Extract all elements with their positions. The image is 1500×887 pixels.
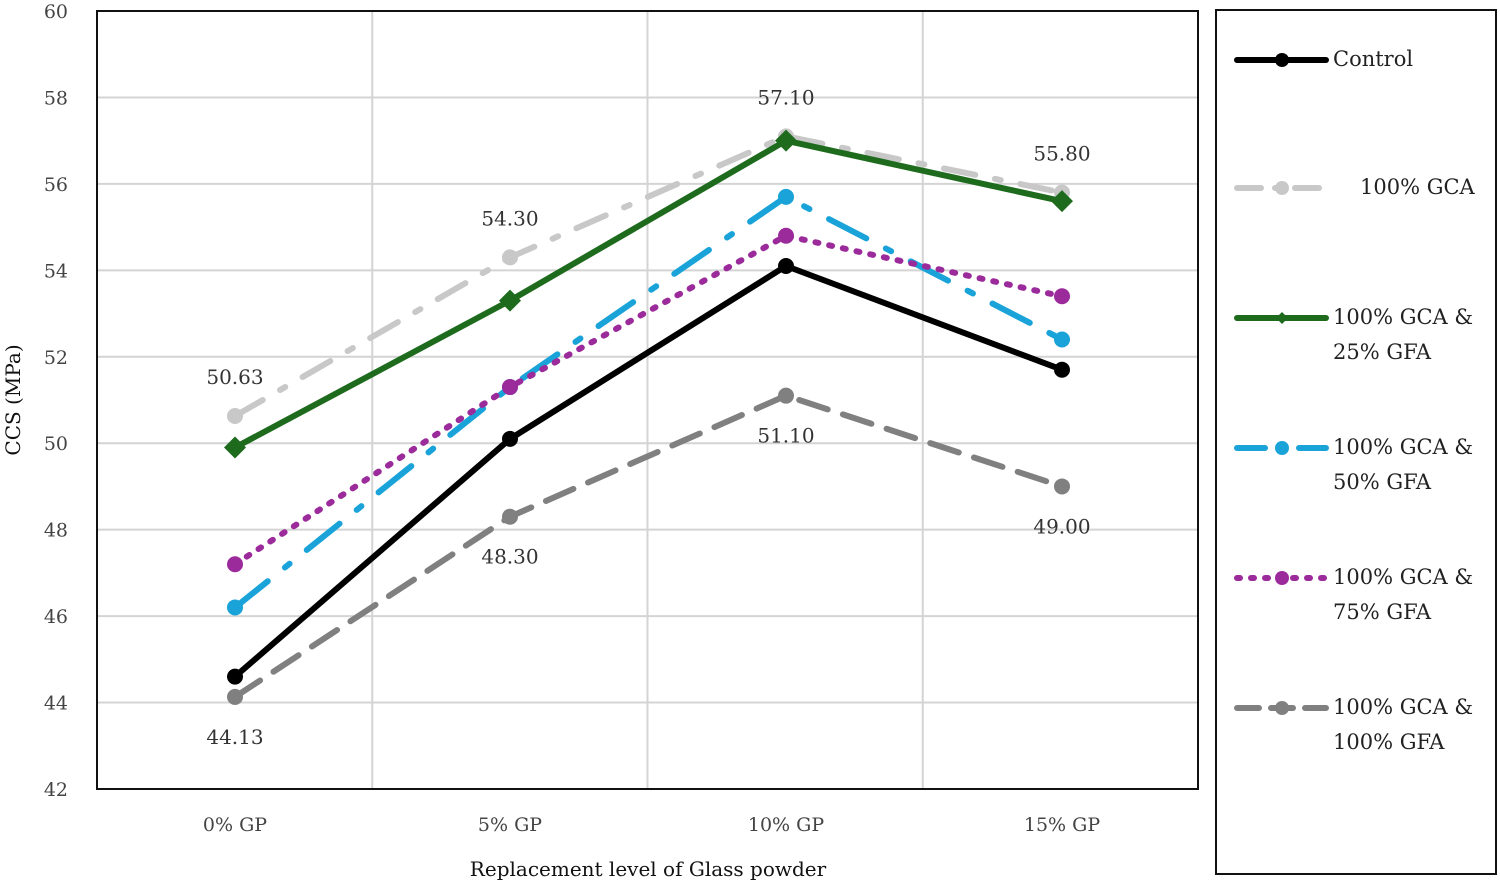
series-100-gca-25-gfa [224, 129, 1073, 459]
legend-label: 25% GFA [1333, 340, 1432, 364]
legend-item: 100% GCA & 25% GFA [1234, 305, 1473, 364]
legend-label: 100% GCA & [1333, 565, 1473, 589]
data-label: 54.30 [481, 206, 538, 230]
y-axis-title: CCS (MPa) [1, 344, 25, 455]
x-tick-label: 0% GP [203, 814, 267, 836]
y-tick-label: 48 [44, 520, 68, 542]
data-point [1054, 331, 1070, 348]
y-axis-ticks: 42 44 46 48 50 52 54 56 58 60 [44, 1, 68, 801]
x-tick-label: 15% GP [1024, 814, 1100, 836]
legend-marker [1276, 312, 1288, 324]
legend-marker [1275, 571, 1289, 585]
data-label: 55.80 [1033, 142, 1090, 166]
data-point [502, 379, 518, 396]
data-label: 44.13 [206, 725, 263, 749]
legend-item: 100% GCA & 75% GFA [1234, 565, 1473, 624]
y-tick-label: 60 [44, 1, 68, 23]
legend-marker [1275, 181, 1289, 195]
legend-label: 100% GCA & [1333, 695, 1473, 719]
legend-item: 100% GCA & 50% GFA [1234, 435, 1473, 494]
data-point [227, 599, 243, 616]
x-axis-ticks: 0% GP 5% GP 10% GP 15% GP [203, 814, 1100, 836]
data-point [227, 556, 243, 573]
data-point [499, 289, 521, 312]
data-labels: 50.63 54.30 57.10 55.80 44.13 48.30 51.10 49.00 [206, 85, 1090, 749]
data-point [1051, 190, 1073, 213]
data-point [224, 436, 246, 459]
data-point [778, 227, 794, 244]
x-tick-label: 5% GP [478, 814, 542, 836]
legend-marker [1275, 441, 1289, 455]
y-tick-label: 46 [44, 606, 68, 628]
data-point [227, 688, 243, 705]
data-point [502, 249, 518, 266]
data-label: 57.10 [757, 85, 814, 109]
legend-label: 75% GFA [1333, 600, 1432, 624]
series-line [232, 392, 1065, 700]
y-tick-label: 44 [44, 693, 68, 715]
series-line [232, 133, 1065, 419]
series-control [227, 258, 1070, 685]
data-point [778, 188, 794, 205]
y-tick-label: 52 [44, 347, 68, 369]
legend-item: 100% GCA [1234, 175, 1476, 199]
series-line [232, 263, 1065, 680]
y-tick-label: 50 [44, 433, 68, 455]
y-tick-label: 54 [44, 260, 68, 282]
legend-item: Control [1234, 47, 1413, 71]
legend-label: Control [1333, 47, 1413, 71]
data-point [778, 258, 794, 275]
data-label: 50.63 [206, 365, 263, 389]
data-point [502, 430, 518, 447]
series-group [224, 128, 1073, 705]
data-point [1054, 288, 1070, 305]
data-point [227, 407, 243, 424]
series-100-gca-75-gfa [227, 227, 1070, 573]
data-point [1054, 361, 1070, 378]
y-tick-label: 56 [44, 174, 68, 196]
data-point [502, 508, 518, 525]
series-line [232, 232, 1065, 568]
data-point [778, 387, 794, 404]
legend-label: 100% GCA & [1333, 435, 1473, 459]
data-point [1054, 478, 1070, 495]
legend-label: 100% GFA [1333, 730, 1445, 754]
x-tick-label: 10% GP [748, 814, 824, 836]
legend-item: 100% GCA & 100% GFA [1234, 695, 1473, 754]
data-point [227, 668, 243, 685]
y-tick-label: 42 [44, 779, 68, 801]
x-axis-title: Replacement level of Glass powder [470, 857, 827, 881]
legend-label: 50% GFA [1333, 470, 1432, 494]
legend-box [1215, 9, 1497, 875]
data-point [775, 129, 797, 152]
series-line [232, 137, 1065, 451]
data-label: 49.00 [1033, 514, 1090, 538]
legend-label: 100% GCA [1360, 175, 1476, 199]
data-label: 48.30 [481, 545, 538, 569]
series-100-gca-100-gfa [227, 387, 1070, 705]
legend-label: 100% GCA & [1333, 305, 1473, 329]
plot-area-border [96, 10, 1199, 790]
legend-marker [1275, 701, 1289, 715]
y-tick-label: 58 [44, 87, 68, 109]
data-label: 51.10 [757, 424, 814, 448]
legend-marker [1275, 53, 1289, 67]
